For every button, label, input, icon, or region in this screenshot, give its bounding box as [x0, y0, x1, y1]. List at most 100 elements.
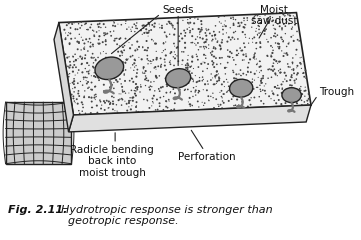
Point: [145, 79, 151, 83]
Point: [197, 27, 203, 31]
Point: [117, 64, 123, 68]
Point: [82, 75, 88, 79]
Point: [267, 67, 273, 71]
Point: [199, 28, 205, 32]
Point: [76, 109, 82, 113]
Point: [79, 70, 85, 74]
Point: [286, 65, 291, 69]
Point: [240, 53, 246, 57]
Point: [92, 85, 98, 89]
Point: [182, 46, 188, 50]
Point: [214, 69, 220, 73]
Point: [87, 37, 92, 41]
Point: [255, 75, 261, 79]
Point: [192, 74, 198, 78]
Point: [151, 66, 157, 70]
Point: [239, 21, 244, 25]
Point: [134, 71, 140, 75]
Point: [185, 18, 191, 22]
Point: [66, 21, 71, 25]
Point: [292, 87, 297, 91]
Point: [69, 22, 75, 26]
Point: [87, 41, 93, 45]
Point: [139, 32, 145, 36]
Point: [98, 74, 104, 78]
Point: [292, 89, 297, 93]
Point: [143, 84, 148, 88]
Point: [212, 82, 217, 86]
Point: [159, 26, 165, 30]
Point: [219, 41, 225, 44]
Point: [115, 110, 121, 114]
Point: [133, 86, 139, 90]
Point: [227, 55, 232, 59]
Point: [88, 23, 94, 26]
Point: [112, 76, 117, 80]
Point: [191, 86, 196, 90]
Point: [222, 19, 228, 23]
Point: [109, 83, 115, 87]
Point: [294, 73, 300, 77]
Point: [264, 37, 270, 41]
Point: [124, 102, 130, 106]
Point: [104, 90, 110, 94]
Point: [230, 95, 236, 98]
Point: [72, 101, 78, 105]
Point: [156, 22, 162, 26]
Point: [88, 88, 94, 91]
Point: [291, 67, 296, 71]
Point: [303, 89, 308, 93]
Point: [186, 22, 192, 26]
Point: [122, 79, 128, 83]
Point: [133, 64, 139, 67]
Point: [66, 66, 72, 70]
Point: [97, 22, 103, 26]
Point: [96, 29, 102, 33]
Point: [141, 26, 147, 30]
Point: [108, 85, 114, 89]
Point: [269, 89, 275, 93]
Point: [187, 65, 193, 69]
Point: [164, 22, 170, 26]
Point: [266, 18, 272, 22]
Point: [102, 108, 108, 112]
Point: [231, 76, 237, 80]
Point: [140, 70, 145, 74]
Point: [289, 101, 295, 105]
Point: [262, 29, 268, 33]
Point: [251, 36, 257, 39]
Point: [284, 20, 290, 24]
Point: [114, 42, 120, 46]
Point: [279, 87, 285, 91]
Point: [176, 34, 182, 38]
Point: [218, 47, 224, 50]
Point: [110, 108, 116, 111]
Point: [201, 103, 206, 107]
Point: [95, 22, 101, 26]
Point: [213, 56, 219, 60]
Point: [122, 90, 127, 93]
Point: [168, 90, 173, 94]
Point: [117, 54, 123, 58]
Point: [256, 28, 262, 31]
Point: [184, 75, 190, 79]
Point: [74, 40, 80, 43]
Point: [145, 21, 151, 25]
Point: [219, 99, 225, 103]
Point: [162, 77, 168, 80]
Point: [124, 109, 130, 113]
Point: [199, 100, 205, 104]
Point: [247, 87, 253, 91]
Point: [91, 71, 97, 75]
Point: [188, 90, 194, 93]
Point: [249, 80, 255, 84]
Point: [282, 14, 288, 18]
Point: [290, 25, 295, 29]
Point: [198, 19, 204, 23]
Point: [257, 41, 263, 45]
Point: [182, 87, 188, 91]
Point: [228, 16, 234, 20]
Point: [91, 61, 96, 65]
Point: [253, 41, 259, 45]
Point: [291, 14, 296, 18]
